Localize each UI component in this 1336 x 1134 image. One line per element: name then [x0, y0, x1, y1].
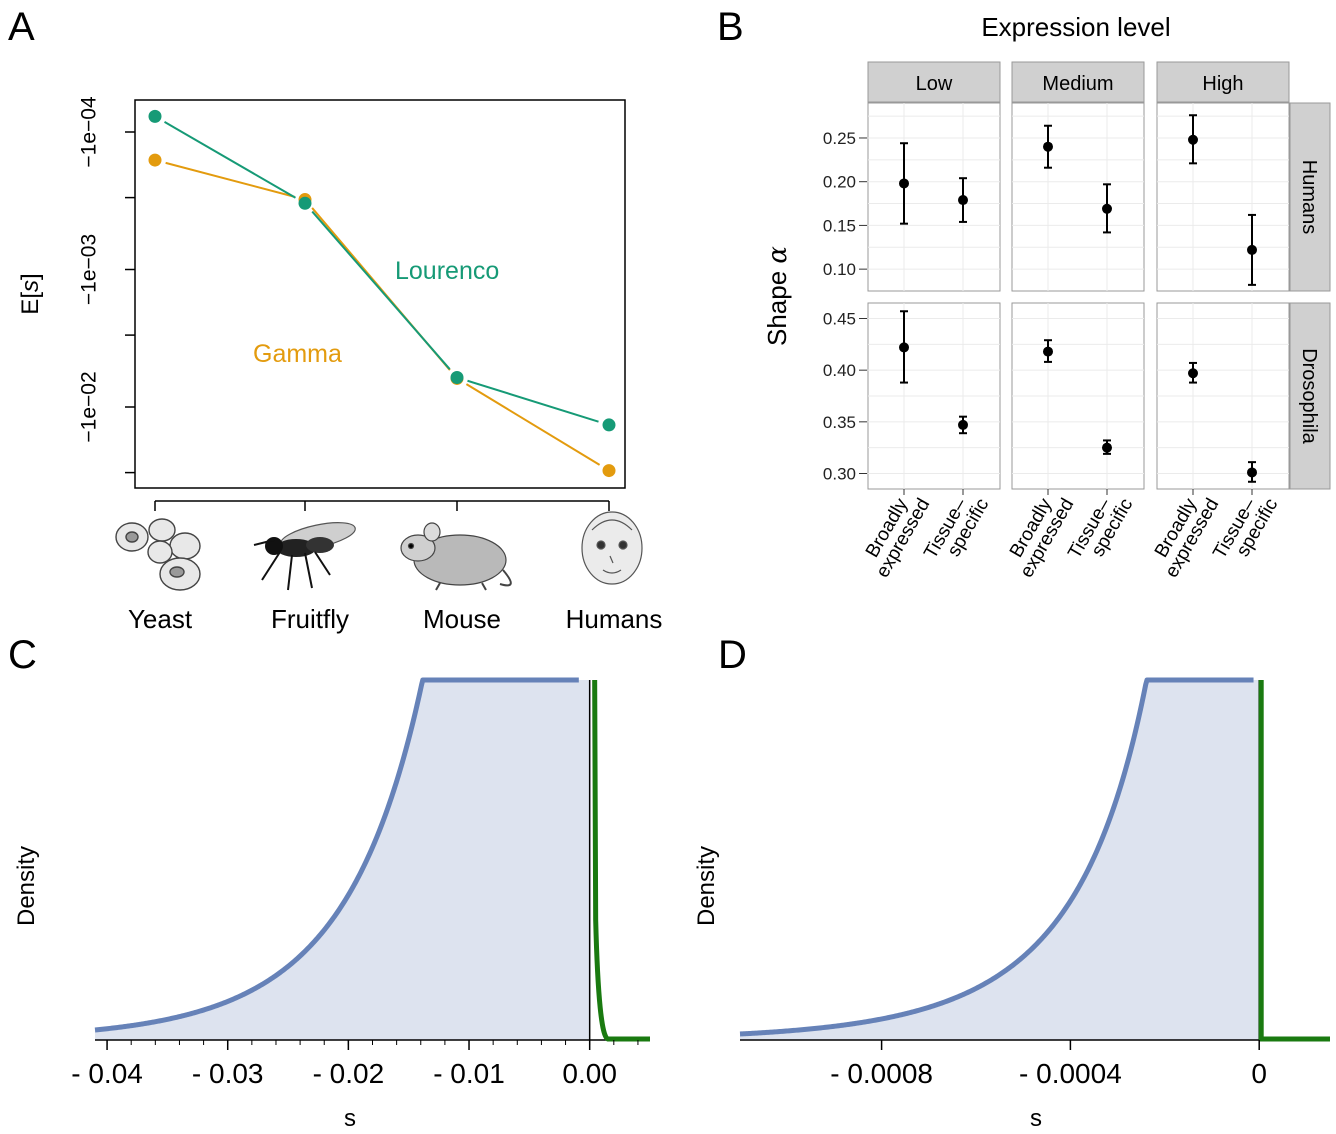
yeast-icon [115, 518, 201, 591]
panel-label-a: A [8, 5, 35, 49]
data-point-gamma [602, 464, 616, 478]
data-point-b [1102, 203, 1112, 214]
data-point-b [958, 419, 968, 430]
x-tick-label: - 0.03 [192, 1058, 264, 1089]
panel-label-c: C [8, 633, 37, 677]
facet-strip-label: Drosophila [1298, 348, 1320, 444]
x-category-label-a: Humans [566, 604, 663, 634]
facet-strip-label: High [1202, 73, 1243, 95]
facet-strip-label: Low [916, 73, 953, 95]
density-area [740, 680, 1260, 1040]
data-point-lourenco [602, 418, 616, 432]
x-axis-label-d: s [1030, 1105, 1042, 1132]
point-mass-line [1258, 680, 1330, 1042]
y-tick-label-a: −1e−03 [78, 234, 101, 305]
facet-panel [1156, 102, 1290, 292]
data-point-b [1188, 368, 1198, 379]
series-line-gamma [465, 383, 601, 466]
y-tick-label-b: 0.20 [823, 173, 856, 192]
data-point-lourenco [450, 370, 464, 384]
panel-b: B Expression level Shape α Low Medium High… [717, 5, 1331, 581]
data-point-b [958, 195, 968, 206]
y-axis-label-a: E[s] [17, 273, 44, 314]
facet-panel [867, 102, 1001, 292]
facet-panel [1011, 102, 1145, 292]
gamma-density-curve [93, 677, 581, 1033]
facet-strip-humans [1289, 102, 1331, 292]
panel-c: C Density s - 0.04 - 0.03 - 0.02 - 0.01 0.00 [8, 633, 650, 1132]
x-category-label-a: Yeast [128, 604, 193, 634]
data-point-b [899, 342, 909, 353]
series-line-lourenco [311, 210, 451, 370]
mouse-icon [400, 522, 512, 591]
y-tick-label-a: −1e−02 [78, 371, 101, 442]
panel-b-title: Expression level [981, 12, 1170, 42]
data-point-b [1247, 244, 1257, 255]
positive-density-curve [592, 679, 650, 1042]
y-axis-label-c: Density [13, 846, 40, 926]
data-point-lourenco [298, 196, 312, 210]
series-label-gamma: Gamma [253, 340, 342, 368]
facet-strip-label: Medium [1042, 73, 1113, 95]
series-line-lourenco [467, 379, 599, 423]
y-tick-label-b: 0.25 [823, 129, 856, 148]
data-point-b [1102, 442, 1112, 453]
panel-d: D Density s - 0.0008 - 0.0004 0 [693, 633, 1330, 1132]
fruitfly-icon [253, 522, 356, 591]
data-point-b [899, 178, 909, 189]
data-point-b [1043, 141, 1053, 152]
y-tick-label-b: 0.10 [823, 260, 856, 279]
y-tick-label-b: 0.30 [823, 465, 856, 484]
data-point-gamma [148, 153, 162, 167]
human-baby-icon [581, 511, 643, 585]
x-tick-label: - 0.02 [313, 1058, 385, 1089]
y-axis-label-b: Shape α [762, 246, 793, 346]
x-tick-label: 0 [1251, 1058, 1267, 1089]
x-tick-label: - 0.04 [71, 1058, 143, 1089]
facet-strip-high [1156, 61, 1290, 103]
x-tick-label: - 0.0008 [830, 1058, 933, 1089]
x-axis-label-c: s [344, 1105, 356, 1132]
y-tick-label-b: 0.45 [823, 310, 856, 329]
facet-strip-drosophila [1289, 302, 1331, 490]
x-tick-label: - 0.01 [433, 1058, 505, 1089]
y-axis-label-d: Density [693, 846, 720, 926]
x-category-label-a: Fruitfly [271, 604, 349, 634]
facet-strip-label: Humans [1298, 160, 1320, 234]
x-tick-label: 0.00 [562, 1058, 617, 1089]
y-tick-label-b: 0.40 [823, 361, 856, 380]
plot-frame-a [134, 99, 626, 489]
density-area [95, 680, 590, 1040]
series-line-gamma [165, 161, 295, 198]
x-tick-label: - 0.0004 [1019, 1058, 1122, 1089]
x-category-label-a: Mouse [423, 604, 501, 634]
y-tick-label-a: −1e−04 [78, 96, 101, 168]
facet-strip-low [867, 61, 1001, 103]
series-label-lourenco: Lourenco [395, 257, 499, 285]
y-tick-label-b: 0.15 [823, 216, 856, 235]
data-point-lourenco [148, 109, 162, 123]
data-point-b [1043, 346, 1053, 357]
panel-label-b: B [717, 5, 744, 49]
panel-label-d: D [718, 633, 747, 677]
gamma-density-curve [738, 677, 1255, 1037]
panel-a: A E[s] −1e−04 −1e−03 −1e−02 Lourenco Gamma… [8, 5, 662, 634]
y-tick-label-b: 0.35 [823, 413, 856, 432]
series-line-lourenco [164, 121, 296, 199]
data-point-b [1188, 134, 1198, 145]
data-point-b [1247, 467, 1257, 478]
facet-strip-medium [1011, 61, 1145, 103]
